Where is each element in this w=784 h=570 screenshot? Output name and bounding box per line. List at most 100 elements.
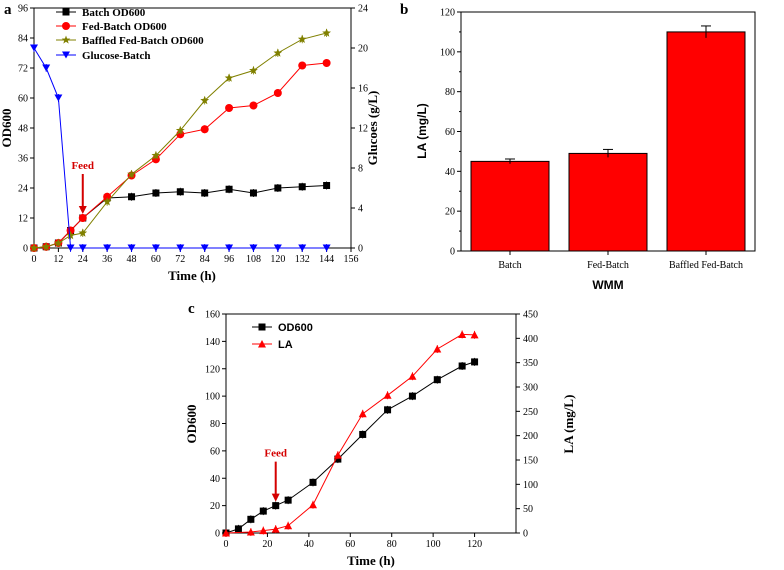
- legend-label-baffled: Baffled Fed-Batch OD600: [82, 35, 204, 47]
- x-tick-label: 96: [224, 254, 234, 265]
- x-tick-label: 100: [426, 539, 441, 550]
- data-point-baffled-fed-batch-od600: [224, 73, 234, 82]
- data-point-od600: [458, 362, 466, 370]
- data-point-batch-od600: [323, 182, 331, 189]
- legend-marker-od600: [258, 323, 266, 331]
- x-tick-label: 144: [319, 254, 334, 265]
- y2-tick-label: 350: [523, 358, 538, 369]
- data-point-od600: [259, 507, 267, 515]
- x-tick-label: 156: [344, 254, 359, 265]
- data-point-batch-od600: [249, 189, 257, 197]
- bar: [568, 152, 648, 252]
- data-point-batch-od600: [201, 189, 209, 197]
- data-point-od600: [247, 515, 255, 523]
- y-tick-label: 120: [205, 364, 220, 375]
- y2-tick-label: 0: [358, 244, 363, 255]
- data-point-batch-od600: [298, 183, 306, 191]
- legend-marker-fed: [62, 22, 70, 30]
- data-point-fed-batch-od600: [225, 104, 234, 112]
- data-point-la: [470, 330, 479, 339]
- data-point-la: [246, 528, 255, 536]
- y2-tick-label: 300: [523, 383, 538, 394]
- y2-tick-label: 20: [358, 44, 368, 55]
- data-point-baffled-fed-batch-od600: [200, 95, 210, 105]
- panel-b-x-axis-label: WMM: [592, 278, 623, 292]
- data-point-glucose-batch: [103, 244, 112, 252]
- legend-label-fed: Fed-Batch OD600: [82, 21, 167, 33]
- data-point-baffled-fed-batch-od600: [102, 197, 112, 206]
- series-line-glucose-batch: [33, 47, 327, 249]
- data-point-batch-od600: [128, 193, 136, 201]
- data-point-la: [259, 526, 268, 535]
- y2-tick-label: 200: [523, 431, 538, 442]
- data-point-baffled-fed-batch-od600: [127, 169, 136, 178]
- x-category-label: Baffled Fed-Batch: [669, 260, 743, 271]
- data-point-la: [433, 345, 442, 353]
- x-tick-label: 0: [224, 539, 229, 550]
- panel-b: b 0 20 40 60 80 100 120 Batch Fed-Batch Baffled F…: [400, 2, 756, 292]
- panel-c-letter: c: [188, 301, 195, 317]
- data-point-baffled-fed-batch-od600: [41, 242, 51, 251]
- data-point-glucose-batch: [127, 244, 136, 252]
- data-point-baffled-fed-batch-od600: [78, 228, 88, 237]
- data-point-la: [408, 372, 417, 380]
- legend-marker-baffled: [61, 35, 71, 44]
- x-tick-label: 0: [32, 254, 37, 265]
- y-tick-label: 60: [18, 94, 28, 105]
- data-point-glucose-batch: [322, 244, 331, 252]
- y-tick-label: 0: [23, 244, 28, 255]
- data-point-glucose-batch: [298, 244, 307, 252]
- feed-arrow-head: [271, 493, 280, 502]
- x-category-label: Batch: [498, 260, 521, 271]
- y-tick-label: 80: [445, 87, 455, 98]
- y-tick-label: 100: [440, 47, 455, 58]
- y-tick-label: 100: [205, 392, 220, 403]
- data-point-od600: [471, 358, 479, 366]
- data-point-od600: [309, 478, 317, 486]
- x-tick-label: 48: [127, 254, 137, 265]
- panel-c-legend: OD600 LA: [252, 322, 313, 351]
- y2-tick-label: 50: [523, 504, 533, 515]
- panel-b-y-axis-label: LA (mg/L): [415, 103, 429, 159]
- y-tick-label: 40: [210, 474, 220, 485]
- legend-label-la: LA: [278, 339, 293, 351]
- data-point-la: [309, 500, 317, 509]
- data-point-la: [458, 330, 467, 338]
- y-tick-label: 140: [205, 337, 220, 348]
- y2-tick-label: 8: [358, 164, 363, 175]
- data-point-glucose-batch: [249, 244, 258, 252]
- panel-c-y2-axis-label: LA (mg/L): [561, 395, 576, 454]
- y2-tick-label: 100: [523, 480, 538, 491]
- data-point-glucose-batch: [54, 94, 63, 102]
- y-tick-label: 80: [210, 419, 220, 430]
- data-point-glucose-batch: [225, 244, 234, 252]
- x-tick-label: 20: [262, 539, 272, 550]
- y-tick-label: 120: [440, 8, 455, 19]
- data-point-glucose-batch: [273, 244, 282, 252]
- data-point-baffled-fed-batch-od600: [29, 243, 39, 252]
- data-point-fed-batch-od600: [298, 61, 307, 70]
- data-point-glucose-batch: [78, 244, 87, 252]
- y-tick-label: 60: [445, 127, 455, 138]
- x-tick-label: 60: [151, 254, 161, 265]
- y-tick-label: 24: [18, 184, 28, 195]
- y-tick-label: 0: [450, 247, 455, 258]
- y-tick-label: 48: [18, 124, 28, 135]
- legend-marker-batch: [62, 8, 70, 16]
- data-point-baffled-fed-batch-od600: [151, 150, 161, 160]
- data-point-baffled-fed-batch-od600: [297, 34, 307, 43]
- y2-tick-label: 0: [523, 529, 528, 540]
- y-tick-label: 96: [18, 4, 28, 15]
- y-tick-label: 60: [210, 446, 220, 457]
- data-point-od600: [359, 430, 367, 438]
- y-tick-label: 20: [445, 207, 455, 218]
- series-line-baffled-fed-batch-od600: [33, 32, 327, 249]
- x-tick-label: 24: [78, 254, 88, 265]
- x-tick-label: 60: [345, 539, 355, 550]
- data-point-baffled-fed-batch-od600: [249, 65, 258, 75]
- data-point-la: [222, 529, 230, 537]
- panel-a: a 0 12 24 36 48 60 72 84 96 108 120 132 144 156012243…: [0, 2, 380, 283]
- legend-label-glucose: Glucose-Batch: [82, 50, 150, 62]
- legend-marker-la: [258, 340, 266, 348]
